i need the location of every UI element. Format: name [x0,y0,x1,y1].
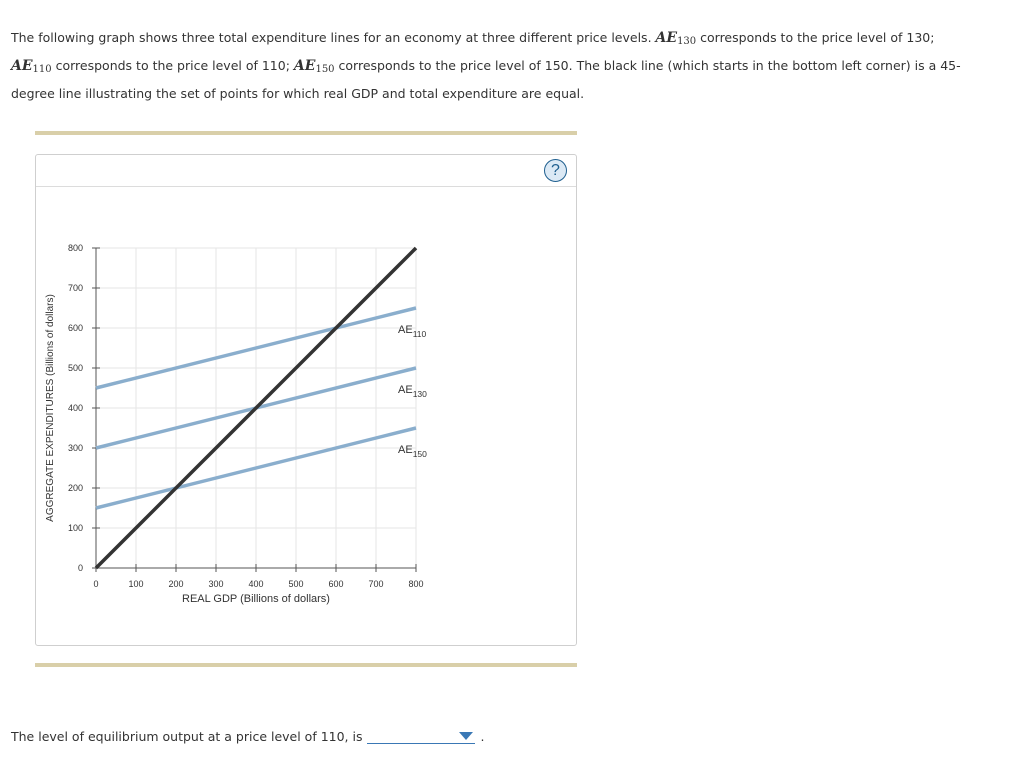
intro-part-2: corresponds to the price level of 130; [696,30,935,45]
y-tick-label: 300 [68,443,83,453]
y-tick-label: 600 [68,323,83,333]
bottom-divider [35,663,577,667]
top-divider [35,131,577,135]
y-tick-label: 100 [68,523,83,533]
intro-part-1: The following graph shows three total ex… [11,30,656,45]
x-tick-label: 600 [328,579,343,589]
x-tick-label: 0 [93,579,98,589]
x-tick-label: 300 [208,579,223,589]
help-icon[interactable]: ? [544,159,567,182]
y-axis-title: AGGREGATE EXPENDITURES (Billions of doll… [45,294,56,522]
ae130-symbol: AE130 [655,30,697,47]
x-axis-title: REAL GDP (Billions of dollars) [182,593,330,605]
y-tick-label: 700 [68,283,83,293]
panel-header-divider [36,186,576,187]
ae150-symbol: AE150 [293,58,335,75]
instructions-text: The following graph shows three total ex… [11,26,1001,106]
equilibrium-output-dropdown[interactable] [366,727,475,744]
ae110-symbol: AE110 [11,58,52,75]
line-45-degree [94,246,418,570]
x-tick-label: 700 [368,579,383,589]
ae150-label: AE150 [398,444,427,459]
ae-chart: 0 100 200 300 400 500 600 700 800 0 100 200 300 400 50… [45,243,427,605]
question-text: The level of equilibrium output at a pri… [11,729,363,744]
chevron-down-icon [458,732,473,740]
y-tick-label: 400 [68,403,83,413]
x-tick-label: 200 [168,579,183,589]
intro-part-3: corresponds to the price level of 110; [51,58,294,73]
ae110-label: AE110 [398,324,427,339]
x-tick-label: 500 [288,579,303,589]
ae150-line [95,426,417,510]
graph-panel: ? 0 100 200 300 400 500 600 700 800 0 100 200 300 400… [35,154,577,646]
x-tick-label: 800 [408,579,423,589]
ae130-label: AE130 [398,384,427,399]
intro-part-4: corresponds to the price level of 150. T… [11,58,961,101]
y-tick-label: 200 [68,483,83,493]
y-tick-label: 500 [68,363,83,373]
y-tick-label: 0 [78,563,83,573]
ae110-line [95,306,417,390]
x-tick-label: 100 [128,579,143,589]
question-row: The level of equilibrium output at a pri… [11,727,484,744]
x-tick-label: 400 [248,579,263,589]
y-tick-label: 800 [68,243,83,253]
question-period: . [480,729,485,744]
